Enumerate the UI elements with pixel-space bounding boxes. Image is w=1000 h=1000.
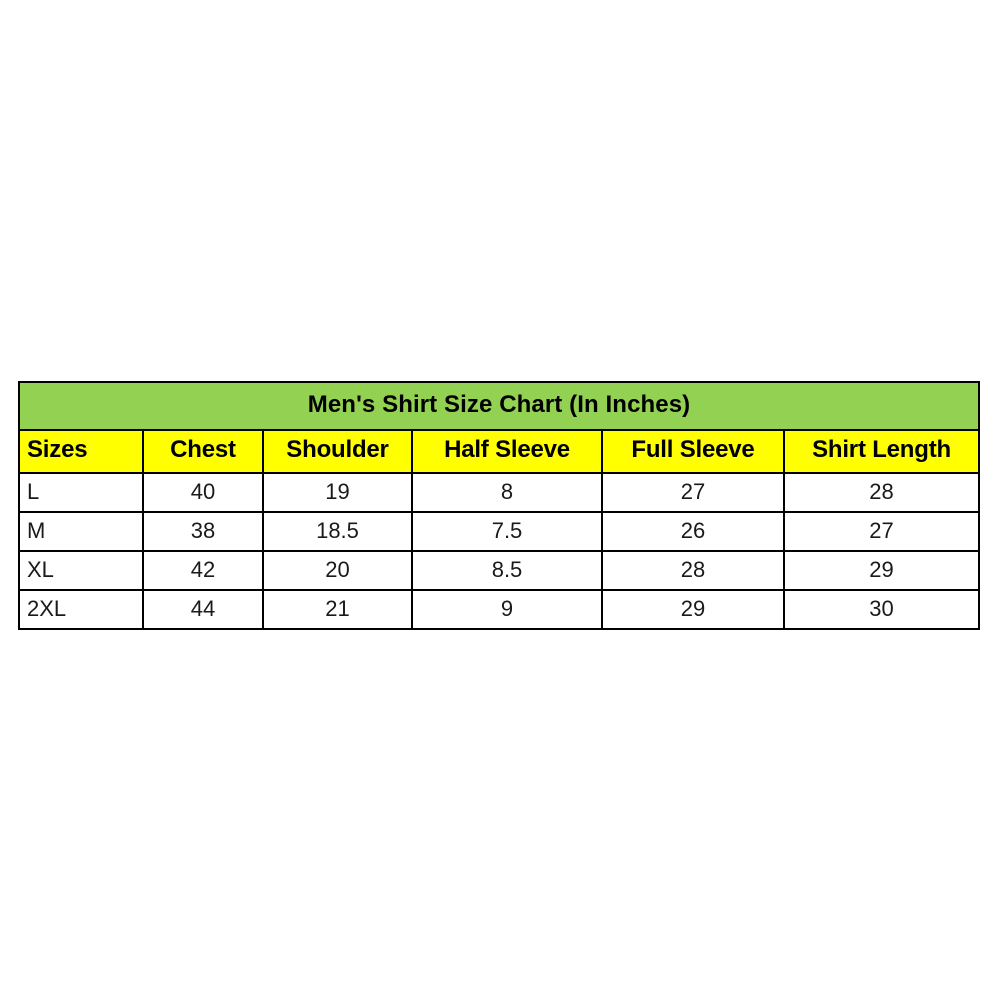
cell-full-sleeve: 28	[601, 550, 785, 591]
cell-shoulder: 21	[262, 589, 413, 630]
cell-size: L	[18, 472, 144, 513]
column-header-shirt-length: Shirt Length	[782, 429, 981, 474]
cell-half-sleeve: 8.5	[411, 550, 603, 591]
table-row: 2XL 44 21 9 29 30	[18, 589, 981, 630]
cell-shirt-length: 30	[782, 589, 981, 630]
cell-shirt-length: 27	[782, 511, 981, 552]
chart-title-row: Men's Shirt Size Chart (In Inches)	[17, 381, 981, 431]
column-header-row: Sizes Chest Shoulder Half Sleeve Full Sl…	[18, 429, 981, 474]
table-row: XL 42 20 8.5 28 29	[18, 550, 981, 591]
mens-shirt-size-chart-table: Men's Shirt Size Chart (In Inches) Sizes…	[17, 381, 981, 630]
chart-title: Men's Shirt Size Chart (In Inches)	[17, 381, 981, 431]
size-chart-container: Men's Shirt Size Chart (In Inches) Sizes…	[17, 381, 981, 630]
column-header-half-sleeve: Half Sleeve	[411, 429, 603, 474]
cell-size: M	[18, 511, 144, 552]
column-header-sizes: Sizes	[18, 429, 144, 474]
cell-full-sleeve: 27	[601, 472, 785, 513]
cell-chest: 42	[142, 550, 264, 591]
column-header-shoulder: Shoulder	[262, 429, 413, 474]
cell-shirt-length: 29	[782, 550, 981, 591]
cell-half-sleeve: 8	[411, 472, 603, 513]
cell-chest: 44	[142, 589, 264, 630]
cell-half-sleeve: 9	[411, 589, 603, 630]
cell-shirt-length: 28	[782, 472, 981, 513]
cell-chest: 38	[142, 511, 264, 552]
size-chart-body: L 40 19 8 27 28 M 38 18.5 7.5 26 27 XL 4…	[18, 472, 981, 630]
column-header-chest: Chest	[142, 429, 264, 474]
cell-shoulder: 18.5	[262, 511, 413, 552]
cell-shoulder: 20	[262, 550, 413, 591]
cell-chest: 40	[142, 472, 264, 513]
cell-size: XL	[18, 550, 144, 591]
cell-half-sleeve: 7.5	[411, 511, 603, 552]
column-header-full-sleeve: Full Sleeve	[601, 429, 785, 474]
table-row: M 38 18.5 7.5 26 27	[18, 511, 981, 552]
cell-shoulder: 19	[262, 472, 413, 513]
table-row: L 40 19 8 27 28	[18, 472, 981, 513]
cell-full-sleeve: 29	[601, 589, 785, 630]
cell-full-sleeve: 26	[601, 511, 785, 552]
cell-size: 2XL	[18, 589, 144, 630]
